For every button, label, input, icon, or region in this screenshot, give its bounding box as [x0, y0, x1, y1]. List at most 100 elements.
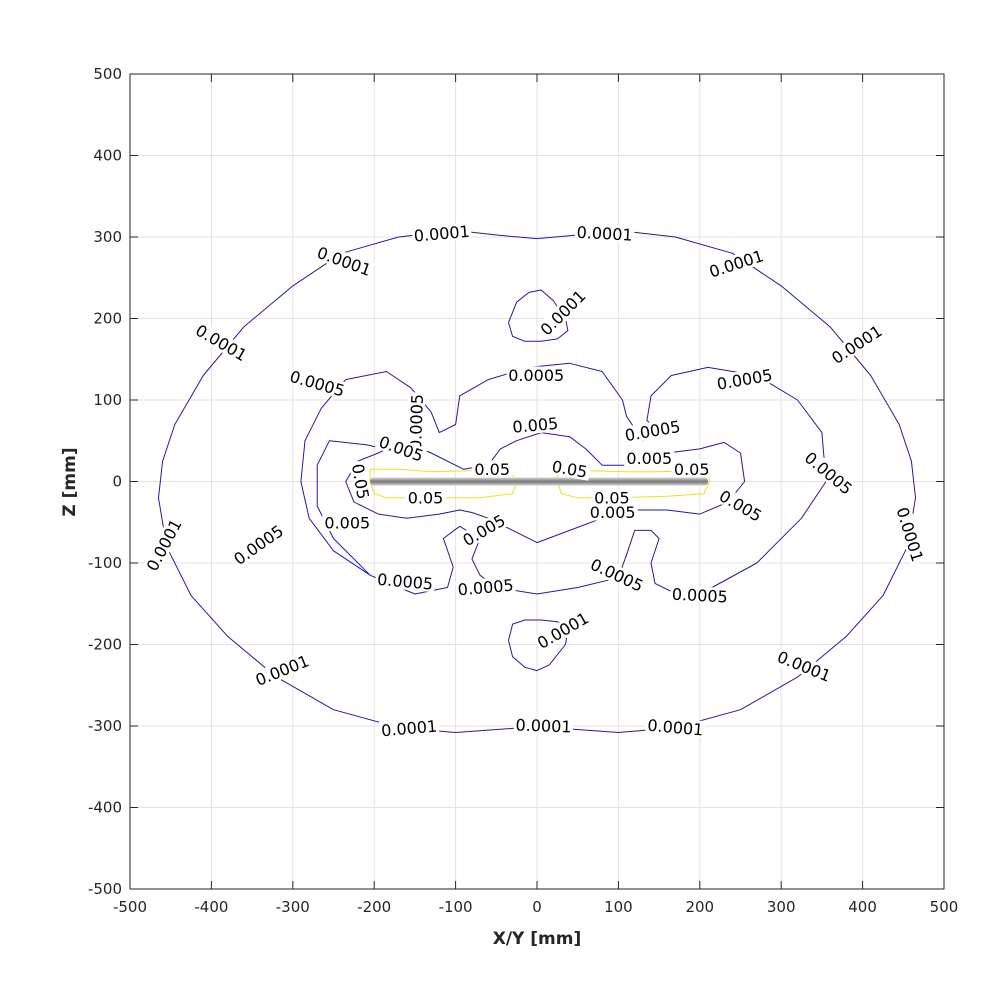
x-tick-label: 0: [532, 898, 542, 916]
contour-label-text: 0.0005: [457, 576, 514, 600]
contour-label-backing: [714, 485, 767, 526]
contour-label-text: 0.05: [474, 460, 510, 479]
contour-label-backing: [313, 242, 375, 280]
y-tick-label: 200: [93, 310, 122, 328]
x-axis-title: X/Y [mm]: [493, 929, 582, 949]
contour-label-text: 0.0001: [380, 716, 437, 740]
contour-label: 0.0005: [455, 575, 516, 600]
contour-label-backing: [142, 514, 186, 575]
contour-label-text: 0.005: [324, 514, 370, 533]
contour-label-backing: [535, 285, 590, 340]
y-tick-label: -500: [88, 880, 122, 898]
axes-frame: [129, 73, 945, 890]
contour-label-text: 0.0005: [376, 570, 433, 594]
contour-label: 0.005: [322, 514, 373, 533]
contour-label: 0.005: [624, 449, 675, 468]
conductor-bar: [370, 477, 708, 486]
x-tick-label: -200: [357, 898, 391, 916]
contour-label-text: 0.05: [408, 488, 444, 507]
contour-label-backing: [286, 366, 349, 400]
contour-label-backing: [411, 222, 472, 245]
contour-label-backing: [586, 554, 648, 595]
contour-label-backing: [322, 514, 373, 532]
contour-label-backing: [773, 647, 835, 686]
contour-label-backing: [548, 456, 592, 481]
contour-label: 0.005: [509, 414, 562, 437]
contour-label-text: 0.005: [590, 503, 636, 522]
contour-label-backing: [509, 414, 562, 436]
contour-label-text: 0.05: [674, 460, 710, 479]
contour-line-0_0001: [508, 289, 569, 342]
x-tick-label: -300: [276, 898, 310, 916]
contour-label-backing: [624, 449, 675, 467]
contour-label: 0.0001: [513, 715, 574, 737]
contour-label-backing: [671, 460, 713, 478]
tick-labels: -500 -400 -300 -200 -100 0 100 200 300 400 500 -500…: [88, 65, 958, 916]
x-tick-label: -400: [194, 898, 228, 916]
contour-label-backing: [374, 570, 436, 593]
contour-label-text: 0.0001: [413, 222, 470, 246]
contour-line-0_005: [345, 432, 746, 544]
contour-label-backing: [251, 651, 313, 690]
contour-label-text: 0.0001: [515, 716, 572, 737]
contour-label-backing: [574, 223, 635, 244]
contour-label-text: 0.005: [512, 414, 559, 437]
contour-label-backing: [645, 716, 706, 739]
contour-label: 0.0005: [374, 570, 436, 594]
contour-label-backing: [378, 716, 440, 739]
x-tick-label: 500: [930, 898, 959, 916]
y-tick-label: -200: [88, 636, 122, 654]
y-tick-label: 300: [93, 228, 122, 246]
contour-label-text: 0.0005: [508, 366, 564, 385]
y-axis-title: Z [mm]: [60, 447, 80, 516]
y-tick-label: 400: [93, 147, 122, 165]
contour-label: 0.05: [405, 488, 446, 507]
contour-line-0_05: [556, 468, 711, 499]
contour-label: 0.0005: [669, 585, 730, 607]
contour-label-backing: [457, 510, 510, 550]
contour-label-backing: [893, 503, 928, 566]
contour-label-backing: [229, 520, 288, 569]
contour-label: 0.05: [671, 460, 713, 479]
contour-label-text: 0.0001: [647, 716, 704, 740]
contour-line-0_0005: [300, 362, 827, 595]
contour-label-backing: [374, 431, 428, 465]
contour-label-backing: [513, 715, 574, 736]
contour-label-backing: [506, 366, 566, 384]
contour-label-backing: [587, 503, 638, 521]
conductor: [370, 477, 708, 486]
x-tick-label: -500: [113, 898, 147, 916]
contour-label-backing: [405, 488, 446, 506]
x-tick-label: 300: [767, 898, 796, 916]
contour-label-backing: [591, 488, 633, 506]
contour-label-text: 0.005: [626, 449, 672, 468]
contour-label-backing: [669, 585, 730, 606]
y-tick-label: 0: [112, 473, 122, 491]
contour-label: 0.0001: [378, 716, 440, 740]
contour-label: 0.0005: [406, 392, 427, 452]
y-tick-label: -100: [88, 554, 122, 572]
contour-label: 0.0001: [645, 716, 706, 740]
contour-label-backing: [827, 320, 887, 368]
contour-label-backing: [800, 447, 857, 499]
contour-label-backing: [532, 608, 593, 653]
contour-label-text: 0.0001: [576, 223, 633, 245]
contour-label: 0.05: [471, 460, 513, 479]
y-tick-label: -300: [88, 717, 122, 735]
contour-label: 0.0005: [506, 366, 566, 385]
contour-label: 0.0001: [574, 223, 635, 245]
contour-label-backing: [621, 416, 684, 445]
contour-label-text: 0.05: [594, 488, 630, 507]
x-tick-label: 100: [604, 898, 633, 916]
contour-label-backing: [455, 575, 516, 599]
x-tick-label: 400: [848, 898, 877, 916]
contour-label: 0.0001: [411, 222, 472, 246]
contour-label-backing: [705, 246, 768, 281]
contour-label-backing: [406, 392, 426, 452]
contour-label-backing: [471, 460, 513, 478]
y-tick-label: 500: [93, 65, 122, 83]
contour-label: 0.05: [591, 488, 633, 507]
contour-label-text: 0.0005: [671, 585, 728, 607]
